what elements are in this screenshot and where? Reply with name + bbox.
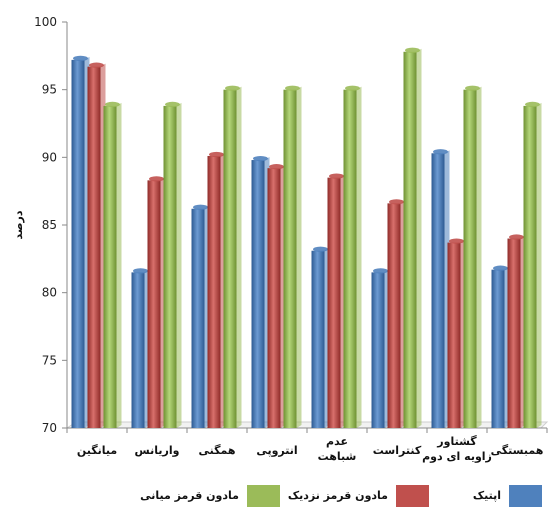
x-tick-label: عدم [326, 435, 348, 448]
bar-top [225, 85, 240, 91]
legend: اپتیک مادون قرمز نزدیک مادون قرمز میانی [140, 485, 542, 507]
bar-side [476, 86, 482, 429]
legend-swatch [509, 485, 542, 507]
bar [311, 250, 325, 428]
bar-top [133, 268, 148, 274]
bar-top [345, 85, 360, 91]
bar-top [449, 238, 464, 244]
y-axis-label: درصد [12, 210, 25, 239]
bar-top [149, 176, 164, 182]
x-tick-label: انتروپی [256, 444, 297, 457]
bar-top [89, 62, 104, 68]
bars [71, 47, 542, 429]
bar-top [105, 101, 120, 108]
y-tick-label: 90 [42, 150, 57, 164]
y-tick-label: 85 [42, 218, 57, 232]
bar [223, 89, 237, 429]
bar [207, 155, 221, 429]
bar [267, 168, 281, 428]
bar [387, 203, 401, 428]
bar [87, 66, 101, 428]
bar [131, 272, 145, 428]
bar-top [269, 164, 284, 170]
x-tick-label: کنتراست [373, 444, 422, 457]
bar [371, 272, 385, 428]
x-tick-label: همگنی [198, 444, 235, 457]
bar [103, 105, 117, 428]
y-tick-label: 70 [42, 421, 57, 435]
bar-top [193, 204, 208, 210]
bar-top [433, 149, 448, 155]
y-tick-label: 80 [42, 286, 57, 300]
bar-top [73, 55, 88, 61]
labels: درصد میانگین واریانس همگنی انتروپی عدم شباهت کن… [12, 210, 543, 463]
bar-top [209, 151, 224, 158]
bar-top [373, 268, 388, 274]
y-tick-label: 100 [34, 15, 57, 29]
bar [191, 208, 205, 428]
bar-top [465, 85, 480, 91]
bar-top [329, 173, 344, 179]
y-tick-label: 95 [42, 83, 57, 97]
bar-side [356, 86, 362, 429]
x-tick-label: واریانس [135, 444, 180, 457]
bar-top [525, 101, 540, 108]
bar [507, 238, 521, 428]
bar [327, 177, 341, 428]
legend-swatch [396, 485, 429, 507]
bar [431, 153, 445, 429]
legend-label: اپتیک [473, 489, 501, 502]
bar-side [236, 86, 242, 429]
bar [447, 242, 461, 428]
bar [463, 89, 477, 429]
x-tick-label: همبستگی [491, 444, 544, 457]
bar-side [176, 102, 182, 428]
x-tick-label: شباهت [318, 450, 357, 463]
bar-top [165, 101, 180, 108]
bar-top [405, 47, 420, 53]
y-tick-label: 75 [42, 353, 57, 367]
legend-label: مادون قرمز نزدیک [288, 489, 388, 502]
bar-side [536, 102, 542, 428]
bar [251, 160, 265, 429]
x-tick-label: میانگین [77, 444, 117, 457]
bar-side [296, 86, 302, 429]
bar [283, 89, 297, 429]
bar-top [285, 85, 300, 91]
bar-top [493, 265, 508, 271]
bar [71, 59, 85, 428]
x-tick-label: زاویه ای دوم [422, 450, 492, 463]
bar [163, 105, 177, 428]
bar-top [509, 234, 524, 240]
bar [491, 269, 505, 428]
bar-top [313, 246, 328, 252]
x-tick-label: گشتاور [436, 435, 477, 448]
bar [523, 105, 537, 428]
bar [147, 180, 161, 428]
bar-side [416, 48, 422, 428]
bar [403, 51, 417, 428]
bar-top [253, 155, 268, 162]
legend-swatch [247, 485, 280, 507]
legend-label: مادون قرمز میانی [140, 489, 239, 502]
bar-side [116, 102, 122, 428]
bar-top [389, 199, 404, 205]
bar [343, 89, 357, 429]
